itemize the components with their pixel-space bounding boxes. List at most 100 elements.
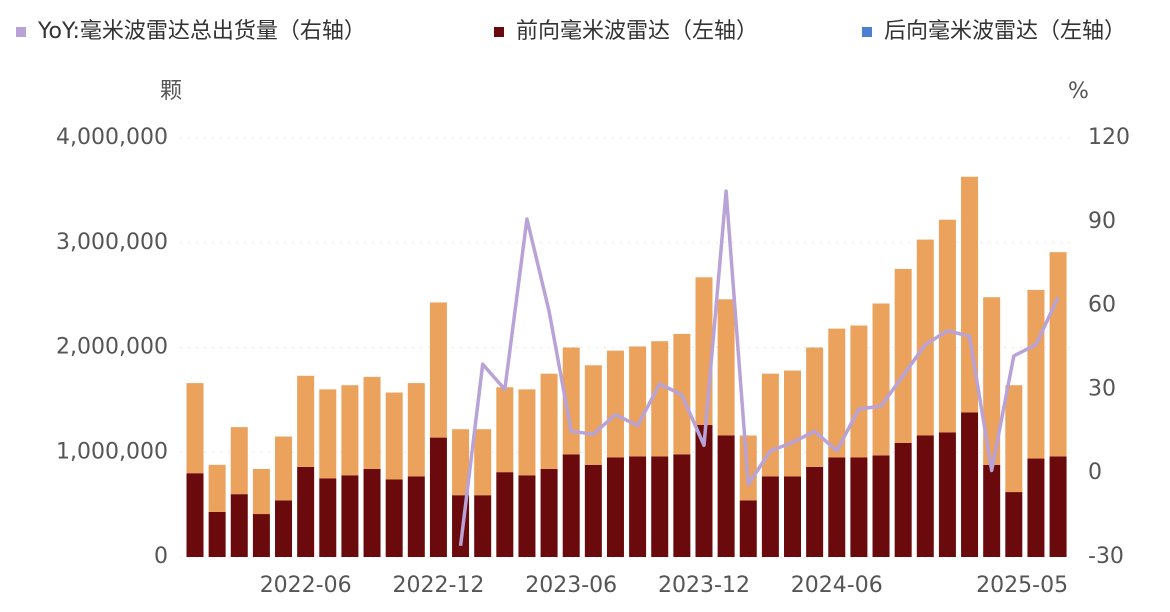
- bar-segment: [695, 425, 713, 557]
- bar-segment: [606, 457, 624, 557]
- bar-segment: [784, 476, 802, 557]
- x-tick-label: 2025-05: [976, 573, 1068, 598]
- y-tick-label: 4,000,000: [56, 125, 168, 150]
- y2-tick-label: 30: [1088, 376, 1116, 401]
- bar-segment: [739, 500, 757, 557]
- bar-segment: [1049, 456, 1067, 557]
- bar-segment: [496, 387, 514, 473]
- bar-segment: [297, 375, 315, 467]
- bar-segment: [385, 479, 403, 557]
- x-tick-label: 2023-12: [658, 573, 750, 598]
- bar-segment: [407, 476, 425, 557]
- bar-segment: [363, 376, 381, 470]
- legend-label: 后向毫米波雷达（左轴）: [884, 19, 1126, 44]
- y2-tick-label: 0: [1088, 460, 1102, 485]
- bar-segment: [540, 469, 558, 557]
- bar-segment: [938, 219, 956, 433]
- bar-segment: [961, 412, 979, 557]
- bar-segment: [319, 478, 337, 557]
- bar-segment: [341, 475, 359, 557]
- x-tick-label: 2022-06: [260, 573, 352, 598]
- bar-segment: [385, 392, 403, 480]
- bar-segment: [1027, 458, 1045, 557]
- bar-segment: [1049, 252, 1067, 457]
- bar-segment: [695, 277, 713, 426]
- bar-segment: [761, 476, 779, 557]
- bar-segment: [474, 495, 492, 557]
- bar-segment: [562, 454, 580, 557]
- y2-tick-label: -30: [1088, 544, 1124, 569]
- bar-segment: [186, 383, 204, 474]
- bar-segment: [297, 466, 315, 557]
- bar-segment: [629, 346, 647, 457]
- bar-segment: [319, 389, 337, 479]
- bar-segment: [651, 341, 669, 457]
- line: [458, 189, 1060, 547]
- y2-tick-label: 60: [1088, 293, 1116, 318]
- bar-segment: [452, 429, 470, 496]
- bar-segment: [916, 239, 934, 436]
- bar-segment: [208, 464, 226, 512]
- y-tick-label: 1,000,000: [56, 439, 168, 464]
- bar-segment: [629, 456, 647, 557]
- bar-segment: [496, 472, 514, 557]
- bar-segment: [429, 302, 447, 438]
- bar-segment: [850, 325, 868, 458]
- bar-segment: [872, 455, 890, 557]
- bar-segment: [518, 475, 536, 557]
- bar-segment: [673, 454, 691, 557]
- bar-segment: [429, 437, 447, 557]
- bar-segment: [407, 383, 425, 477]
- y2-tick-label: 90: [1088, 209, 1116, 234]
- bar-segment: [828, 328, 846, 458]
- bar-segment: [584, 464, 602, 557]
- x-tick-label: 2023-06: [525, 573, 617, 598]
- x-tick-label: 2024-06: [791, 573, 883, 598]
- bar-segment: [894, 268, 912, 443]
- y2-tick-label: 120: [1088, 125, 1130, 150]
- bar-segment: [916, 435, 934, 557]
- bar-segment: [1027, 289, 1045, 459]
- bar-segment: [938, 432, 956, 557]
- legend-marker: [862, 27, 872, 37]
- bar-segment: [208, 511, 226, 557]
- bar-segment: [806, 466, 824, 557]
- y-unit: 颗: [160, 79, 182, 104]
- bar-segment: [717, 299, 735, 436]
- bar-segment: [828, 457, 846, 557]
- bar-segment: [1005, 492, 1023, 557]
- y-tick-label: 3,000,000: [56, 230, 168, 255]
- legend-label: YoY:毫米波雷达总出货量（右轴）: [37, 19, 366, 44]
- bar-segment: [584, 365, 602, 465]
- bar-segment: [606, 350, 624, 458]
- bar-segment: [275, 500, 293, 557]
- bar-segment: [806, 347, 824, 467]
- legend-marker: [494, 27, 504, 37]
- bar-segment: [1005, 385, 1023, 493]
- bar-segment: [230, 427, 248, 495]
- y-tick-label: 0: [154, 544, 168, 569]
- bar-segment: [540, 373, 558, 470]
- bar-segment: [252, 514, 270, 557]
- bar-segment: [562, 347, 580, 455]
- bar-segment: [518, 389, 536, 476]
- bar-segment: [252, 469, 270, 515]
- legend-label: 前向毫米波雷达（左轴）: [516, 19, 758, 44]
- bar-segment: [983, 297, 1001, 465]
- bar-segment: [894, 442, 912, 557]
- bar-segment: [341, 385, 359, 476]
- bar-segment: [474, 429, 492, 496]
- bar-segment: [186, 473, 204, 557]
- x-tick-label: 2022-12: [392, 573, 484, 598]
- bar-segment: [275, 436, 293, 501]
- y-tick-label: 2,000,000: [56, 335, 168, 360]
- bar-segment: [850, 457, 868, 557]
- y2-unit: %: [1068, 79, 1089, 104]
- bar-segment: [784, 370, 802, 477]
- bar-segment: [983, 464, 1001, 557]
- legend-marker: [16, 27, 26, 37]
- bar-segment: [363, 469, 381, 557]
- bar-segment: [230, 494, 248, 557]
- bar-segment: [872, 303, 890, 456]
